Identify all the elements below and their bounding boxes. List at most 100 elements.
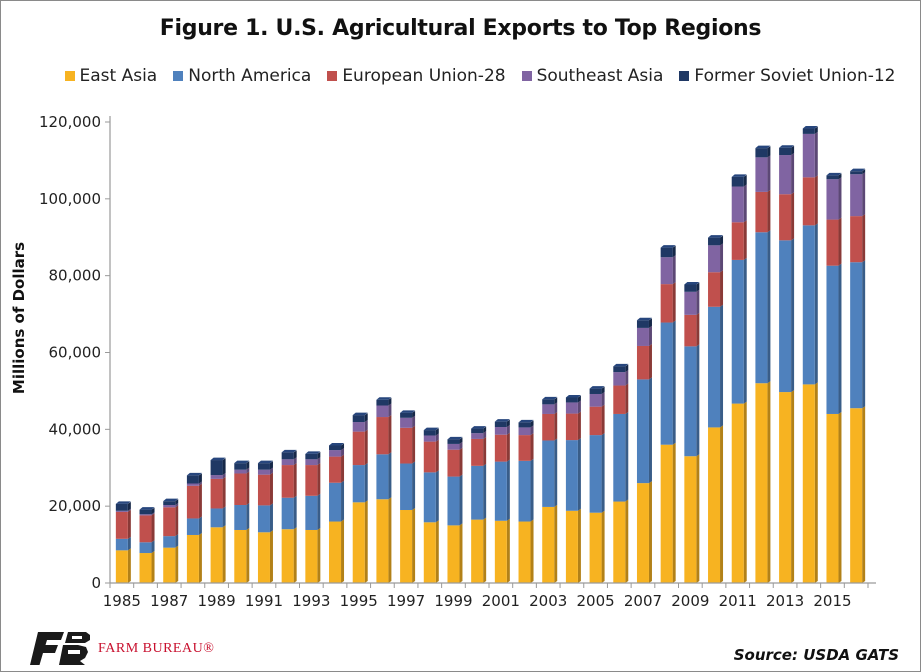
bar-southeast-asia-1990 bbox=[234, 469, 247, 474]
bar-side-east-asia-1985 bbox=[127, 548, 131, 583]
bar-former-soviet-union-12-1987 bbox=[163, 501, 176, 506]
bar-north-america-1993 bbox=[305, 495, 318, 530]
x-tick-label: 2011 bbox=[719, 592, 757, 610]
bar-side-east-asia-2001 bbox=[506, 518, 510, 583]
bar-side-east-asia-1989 bbox=[222, 525, 226, 583]
bar-european-union-28-1991 bbox=[257, 474, 270, 506]
bar-north-america-2006 bbox=[613, 413, 626, 502]
bar-side-east-asia-2006 bbox=[625, 499, 629, 583]
bar-southeast-asia-1993 bbox=[305, 459, 318, 466]
bar-side-east-asia-1991 bbox=[269, 530, 273, 583]
bar-north-america-2012 bbox=[755, 232, 768, 384]
bar-top-2008 bbox=[660, 245, 676, 248]
bar-east-asia-2015 bbox=[826, 413, 839, 583]
bar-side-east-asia-1992 bbox=[293, 527, 297, 583]
bar-side-east-asia-1996 bbox=[388, 497, 392, 583]
bar-side-north-america-1991 bbox=[269, 503, 273, 533]
bar-side-former-soviet-union-12-2004 bbox=[577, 395, 581, 403]
bar-european-union-28-1992 bbox=[281, 465, 294, 498]
bar-east-asia-1988 bbox=[186, 534, 199, 583]
bar-side-southeast-asia-2007 bbox=[648, 325, 652, 346]
bar-european-union-28-1986 bbox=[139, 515, 152, 543]
bar-top-2005 bbox=[589, 386, 605, 389]
bar-side-southeast-asia-1997 bbox=[412, 415, 416, 428]
bar-side-former-soviet-union-12-1986 bbox=[151, 507, 155, 515]
bar-side-european-union-28-1987 bbox=[175, 505, 179, 537]
bar-side-european-union-28-2014 bbox=[814, 175, 818, 226]
bar-side-east-asia-1993 bbox=[317, 527, 321, 583]
bar-side-southeast-asia-1998 bbox=[435, 433, 439, 442]
bar-former-soviet-union-12-1991 bbox=[257, 463, 270, 470]
bar-side-east-asia-2004 bbox=[577, 508, 581, 583]
bar-side-former-soviet-union-12-2008 bbox=[672, 245, 676, 258]
bar-side-southeast-asia-1988 bbox=[198, 481, 202, 486]
x-tick-label: 1985 bbox=[103, 592, 141, 610]
bar-side-southeast-asia-2002 bbox=[530, 425, 534, 436]
bar-side-former-soviet-union-12-1987 bbox=[175, 499, 179, 506]
bar-southeast-asia-2001 bbox=[494, 427, 507, 435]
bar-top-1990 bbox=[234, 460, 250, 464]
bar-east-asia-1992 bbox=[281, 529, 294, 583]
bar-former-soviet-union-12-1997 bbox=[400, 412, 413, 418]
bar-european-union-28-1993 bbox=[305, 465, 318, 496]
legend-swatch bbox=[679, 71, 690, 81]
bar-north-america-2008 bbox=[660, 322, 673, 445]
bar-top-2003 bbox=[542, 396, 558, 400]
legend-swatch bbox=[173, 71, 184, 81]
bar-side-european-union-28-2003 bbox=[554, 411, 558, 441]
bar-side-north-america-1988 bbox=[198, 516, 202, 535]
bar-side-east-asia-2010 bbox=[720, 425, 724, 583]
bar-side-north-america-2014 bbox=[814, 223, 818, 385]
bar-side-former-soviet-union-12-1999 bbox=[459, 437, 463, 444]
bar-side-east-asia-2005 bbox=[601, 510, 605, 583]
bar-side-southeast-asia-1985 bbox=[127, 508, 131, 512]
bar-side-east-asia-1986 bbox=[151, 551, 155, 583]
bar-side-north-america-1989 bbox=[222, 506, 226, 528]
bar-european-union-28-2008 bbox=[660, 284, 673, 323]
bar-former-soviet-union-12-2011 bbox=[731, 176, 744, 187]
bar-side-southeast-asia-2000 bbox=[483, 431, 487, 439]
bar-side-european-union-28-2016 bbox=[862, 214, 866, 263]
bar-side-east-asia-1997 bbox=[412, 508, 416, 583]
bar-side-former-soviet-union-12-1994 bbox=[341, 443, 345, 451]
bar-top-1985 bbox=[115, 501, 131, 504]
x-tick-label: 2009 bbox=[671, 592, 709, 610]
bar-european-union-28-1987 bbox=[163, 507, 176, 537]
x-tick-label: 1987 bbox=[150, 592, 188, 610]
y-tick-label: 40,000 bbox=[49, 420, 102, 438]
bar-side-north-america-2010 bbox=[720, 304, 724, 428]
x-tick-label: 1989 bbox=[198, 592, 236, 610]
bar-side-east-asia-2015 bbox=[838, 411, 842, 583]
bar-side-north-america-2000 bbox=[483, 463, 487, 520]
bar-european-union-28-1996 bbox=[376, 417, 389, 455]
bar-side-north-america-2004 bbox=[577, 438, 581, 511]
bar-side-former-soviet-union-12-1996 bbox=[388, 397, 392, 406]
bar-side-former-soviet-union-12-2001 bbox=[506, 419, 510, 428]
bar-side-european-union-28-1992 bbox=[293, 463, 297, 498]
bar-side-southeast-asia-1992 bbox=[293, 457, 297, 466]
chart-title: Figure 1. U.S. Agricultural Exports to T… bbox=[159, 16, 762, 41]
bar-side-north-america-2002 bbox=[530, 458, 534, 522]
bar-top-2010 bbox=[708, 235, 724, 238]
bar-former-soviet-union-12-1995 bbox=[352, 415, 365, 423]
bar-former-soviet-union-12-1985 bbox=[115, 503, 128, 511]
bar-side-european-union-28-1999 bbox=[459, 447, 463, 477]
legend-item-east-asia: East Asia bbox=[64, 66, 157, 86]
bar-side-east-asia-2016 bbox=[862, 406, 866, 583]
bar-southeast-asia-1995 bbox=[352, 422, 365, 432]
farm-bureau-logo: FARM BUREAU® bbox=[30, 632, 214, 666]
bar-side-east-asia-2011 bbox=[743, 401, 747, 583]
bar-side-southeast-asia-2012 bbox=[767, 155, 771, 192]
bar-east-asia-2012 bbox=[755, 383, 768, 583]
bar-top-2007 bbox=[636, 317, 652, 321]
bar-southeast-asia-2009 bbox=[684, 291, 697, 315]
bar-side-north-america-1987 bbox=[175, 534, 179, 548]
farm-bureau-logo-icon bbox=[30, 632, 90, 665]
bar-side-north-america-2007 bbox=[648, 377, 652, 484]
bar-east-asia-1993 bbox=[305, 529, 318, 583]
bar-north-america-1988 bbox=[186, 518, 199, 535]
bar-side-former-soviet-union-12-2002 bbox=[530, 420, 534, 428]
bar-former-soviet-union-12-2009 bbox=[684, 284, 697, 292]
bar-top-1988 bbox=[186, 472, 202, 476]
